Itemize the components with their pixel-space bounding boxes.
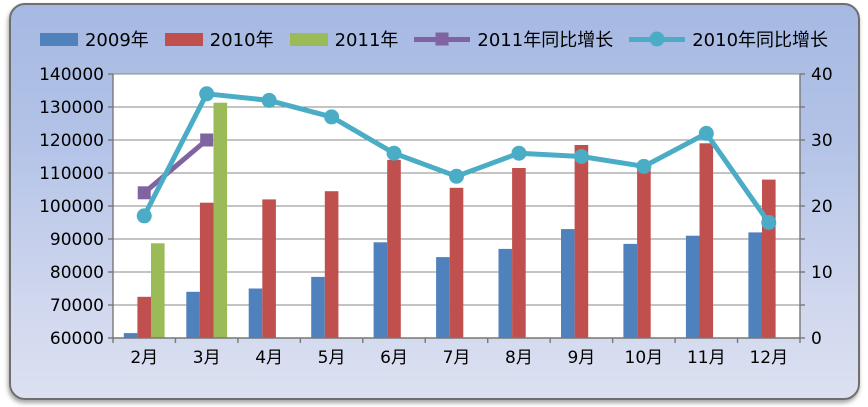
- legend-label-2011-growth: 2011年同比增长: [477, 30, 614, 51]
- bar-2009-2月[interactable]: [123, 333, 138, 338]
- legend-label-2011: 2011年: [334, 30, 399, 51]
- x-axis-label: 10月: [625, 348, 664, 368]
- bar-2010-11月[interactable]: [699, 143, 714, 338]
- chart-legend: 2009年 2010年 2011年 2011年同比增长 2010年同比增长: [0, 26, 868, 52]
- bar-2011-2月[interactable]: [151, 243, 165, 338]
- bar-2009-5月[interactable]: [311, 276, 325, 338]
- bar-2009-7月[interactable]: [436, 257, 450, 338]
- x-axis-label: 7月: [443, 348, 471, 368]
- bar-2011-3月[interactable]: [213, 102, 228, 338]
- bar-2009-6月[interactable]: [373, 242, 388, 338]
- left-axis-label: 60000: [50, 329, 104, 349]
- left-axis-label: 110000: [39, 164, 104, 184]
- left-axis-label: 80000: [50, 263, 104, 283]
- marker-2010-growth[interactable]: [136, 208, 152, 224]
- bar-2009-9月[interactable]: [561, 229, 575, 338]
- x-axis-label: 12月: [749, 348, 788, 368]
- legend-label-2010-growth: 2010年同比增长: [692, 30, 829, 51]
- bar-2010-8月[interactable]: [512, 168, 526, 338]
- left-axis-label: 120000: [39, 131, 104, 151]
- x-axis-label: 4月: [255, 348, 283, 368]
- right-axis-label: 20: [811, 197, 833, 217]
- bar-2010-12月[interactable]: [762, 179, 776, 338]
- marker-2010-growth[interactable]: [573, 149, 589, 164]
- right-axis-label: 10: [811, 263, 833, 283]
- bar-2010-9月[interactable]: [574, 145, 589, 338]
- bar-2010-4月[interactable]: [262, 199, 276, 338]
- bar-2010-10月[interactable]: [637, 169, 651, 338]
- legend-label-2009: 2009年: [84, 30, 149, 51]
- legend-square-marker-icon: [435, 32, 449, 46]
- x-axis-label: 6月: [380, 348, 408, 368]
- marker-2010-growth[interactable]: [511, 145, 527, 161]
- marker-2010-growth[interactable]: [698, 125, 714, 141]
- left-axis-label: 100000: [39, 197, 104, 217]
- legend-swatch-2010-growth: [629, 31, 686, 47]
- bar-2010-5月[interactable]: [324, 191, 339, 338]
- x-axis-label: 11月: [687, 348, 726, 368]
- marker-2010-growth[interactable]: [386, 145, 402, 161]
- bar-2010-6月[interactable]: [387, 159, 401, 338]
- right-axis-label: 40: [811, 65, 833, 85]
- legend-swatch-2011-growth: [414, 31, 471, 47]
- legend-swatch-2010: [164, 32, 203, 46]
- line-2011-growth[interactable]: [141, 137, 210, 196]
- legend-item-2011[interactable]: 2011年: [289, 26, 399, 52]
- bar-2009-3月[interactable]: [186, 291, 200, 338]
- bar-2009-12月[interactable]: [748, 232, 762, 338]
- marker-2011-growth[interactable]: [200, 133, 214, 147]
- legend-circle-marker-icon: [649, 31, 665, 47]
- marker-2010-growth[interactable]: [199, 86, 215, 102]
- marker-2011-growth[interactable]: [137, 186, 151, 200]
- left-axis-label: 90000: [50, 230, 104, 250]
- legend-item-2010-growth[interactable]: 2010年同比增长: [629, 26, 828, 52]
- bar-2009-10月[interactable]: [623, 243, 637, 338]
- marker-2010-growth[interactable]: [261, 92, 277, 108]
- right-axis-label: 30: [811, 131, 833, 151]
- left-axis-label: 140000: [39, 65, 104, 85]
- legend-label-2010: 2010年: [209, 30, 274, 51]
- left-axis-label: 70000: [50, 296, 104, 316]
- legend-swatch-2009: [39, 32, 78, 46]
- left-axis-label: 130000: [39, 98, 104, 118]
- marker-2010-growth[interactable]: [761, 215, 777, 230]
- bar-2010-2月[interactable]: [137, 296, 151, 339]
- legend-swatch-2011: [289, 32, 328, 46]
- marker-2010-growth[interactable]: [636, 158, 652, 174]
- x-axis-label: 8月: [505, 348, 533, 368]
- legend-item-2010[interactable]: 2010年: [164, 26, 274, 52]
- legend-item-2011-growth[interactable]: 2011年同比增长: [414, 26, 613, 52]
- bar-2009-4月[interactable]: [248, 288, 263, 339]
- legend-item-2009[interactable]: 2009年: [39, 26, 149, 52]
- bar-2010-3月[interactable]: [199, 202, 214, 338]
- x-axis-label: 9月: [567, 348, 595, 368]
- x-axis-label: 3月: [193, 348, 221, 368]
- x-axis-label: 2月: [130, 348, 158, 368]
- right-axis-label: 0: [811, 329, 822, 349]
- marker-2010-growth[interactable]: [324, 109, 340, 125]
- bar-2010-7月[interactable]: [449, 187, 464, 338]
- marker-2010-growth[interactable]: [449, 168, 464, 184]
- bar-2009-8月[interactable]: [498, 248, 513, 338]
- x-axis-label: 5月: [318, 348, 346, 368]
- bar-2009-11月[interactable]: [685, 235, 700, 338]
